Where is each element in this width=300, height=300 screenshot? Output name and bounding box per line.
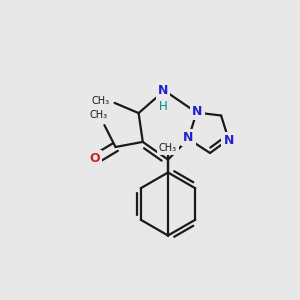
Text: O: O xyxy=(89,152,100,165)
Text: N: N xyxy=(158,84,168,97)
Text: N: N xyxy=(192,105,203,118)
Text: N: N xyxy=(183,131,194,144)
Text: CH₃: CH₃ xyxy=(159,142,177,153)
Text: CH₃: CH₃ xyxy=(91,96,109,106)
Text: H: H xyxy=(158,100,167,113)
Text: CH₃: CH₃ xyxy=(90,110,108,121)
Text: N: N xyxy=(224,134,234,148)
